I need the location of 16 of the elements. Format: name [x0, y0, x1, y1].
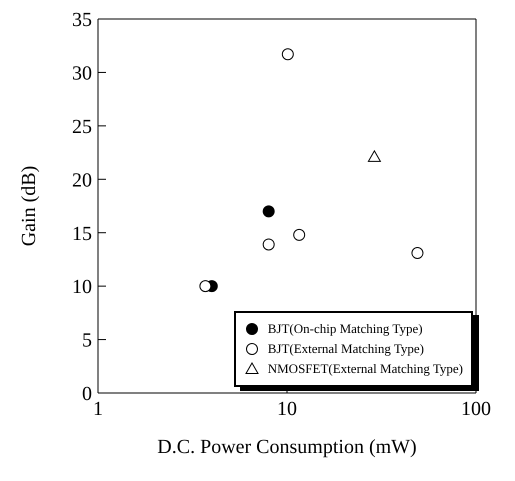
- x-axis-title: D.C. Power Consumption (mW): [157, 436, 417, 458]
- x-tick-label: 1: [93, 398, 103, 420]
- x-tick-label: 100: [461, 398, 491, 420]
- y-tick-label: 25: [72, 116, 92, 138]
- legend-label: NMOSFET(External Matching Type): [268, 361, 463, 377]
- y-tick-label: 30: [72, 62, 92, 85]
- y-tick-label: 5: [82, 330, 92, 352]
- legend-label: BJT(External Matching Type): [268, 341, 424, 357]
- y-tick-label: 10: [72, 276, 92, 298]
- y-tick-label: 35: [72, 9, 92, 32]
- y-tick-label: 20: [72, 169, 92, 192]
- y-tick-label: 15: [72, 222, 92, 245]
- x-tick-label: 10: [277, 398, 297, 420]
- legend-label: BJT(On-chip Matching Type): [268, 321, 423, 337]
- y-axis-title: Gain (dB): [18, 166, 40, 246]
- y-tick-label: 0: [82, 383, 92, 406]
